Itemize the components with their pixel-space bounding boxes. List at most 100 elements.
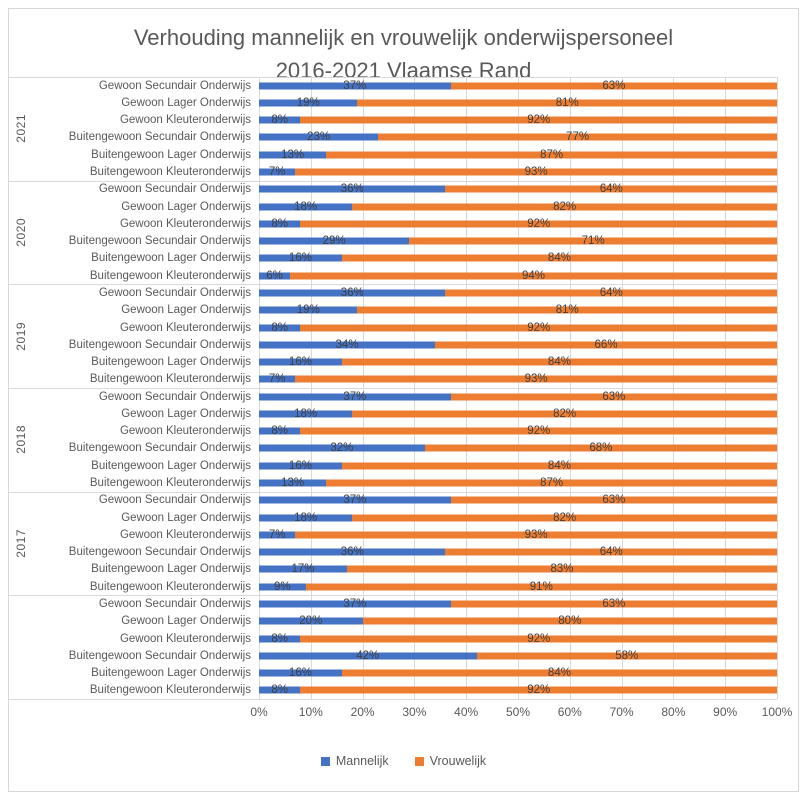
- mannelijk-bar-segment: [259, 617, 363, 625]
- data-label-mannelijk: 36%: [340, 286, 364, 299]
- bar-row: Buitengewoon Lager Onderwijs 16% 84%: [9, 457, 777, 474]
- category-label: Gewoon Secundair Onderwijs: [98, 494, 251, 507]
- row-plot: 36% 64%: [259, 544, 777, 561]
- row-plot: 16% 84%: [259, 457, 777, 474]
- category-label: Buitengewoon Lager Onderwijs: [91, 667, 251, 680]
- bar-row: Buitengewoon Kleuteronderwijs 7% 93%: [9, 163, 777, 180]
- vrouwelijk-bar-segment: [347, 565, 777, 573]
- axis-tick-label: 100%: [761, 705, 793, 719]
- data-label-mannelijk: 8%: [271, 425, 289, 438]
- data-label-vrouwelijk: 92%: [527, 114, 551, 127]
- bar-row: Gewoon Secundair Onderwijs 37% 63%: [9, 388, 777, 405]
- data-label-mannelijk: 18%: [294, 511, 318, 524]
- row-plot: 8% 92%: [259, 682, 777, 699]
- vrouwelijk-bar-segment: [300, 324, 777, 332]
- vrouwelijk-bar-segment: [341, 254, 777, 262]
- vrouwelijk-bar-segment: [300, 686, 777, 694]
- bar-row: Gewoon Lager Onderwijs 19% 81%: [9, 302, 777, 319]
- mannelijk-bar-segment: [259, 514, 353, 522]
- bar-row: Gewoon Lager Onderwijs 18% 82%: [9, 405, 777, 422]
- data-label-mannelijk: 16%: [288, 459, 312, 472]
- mannelijk-bar-segment: [259, 289, 446, 297]
- x-axis: 0% 10% 20% 30% 40% 50% 60% 70% 80% 90% 100%: [9, 705, 792, 721]
- category-label: Gewoon Lager Onderwijs: [121, 96, 251, 109]
- year-label-text: 2020: [14, 218, 28, 247]
- data-label-vrouwelijk: 83%: [550, 563, 574, 576]
- year-group: 2018 Gewoon Secundair Onderwijs 37% 63% Gewo…: [9, 388, 777, 492]
- data-label-mannelijk: 7%: [268, 528, 286, 541]
- vrouwelijk-bar-segment: [341, 462, 777, 470]
- row-plot: 13% 87%: [259, 146, 777, 163]
- data-label-vrouwelijk: 63%: [602, 494, 626, 507]
- row-plot: 13% 87%: [259, 474, 777, 491]
- vrouwelijk-bar-segment: [326, 479, 777, 487]
- data-label-mannelijk: 36%: [340, 183, 364, 196]
- category-label: Buitengewoon Secundair Onderwijs: [68, 649, 251, 662]
- chart-title-line2: 2016-2021 Vlaamse Rand: [275, 58, 532, 83]
- data-label-vrouwelijk: 87%: [540, 477, 564, 490]
- row-plot: 8% 92%: [259, 630, 777, 647]
- bar-row: Buitengewoon Lager Onderwijs 13% 87%: [9, 146, 777, 163]
- data-label-vrouwelijk: 81%: [555, 304, 579, 317]
- data-label-vrouwelijk: 92%: [527, 217, 551, 230]
- category-label: Gewoon Secundair Onderwijs: [98, 597, 251, 610]
- data-label-vrouwelijk: 84%: [547, 252, 571, 265]
- row-plot: 16% 84%: [259, 353, 777, 370]
- row-plot: 36% 64%: [259, 181, 777, 198]
- mannelijk-bar-segment: [259, 220, 301, 228]
- data-label-vrouwelijk: 92%: [527, 632, 551, 645]
- category-label: Buitengewoon Secundair Onderwijs: [68, 338, 251, 351]
- data-label-vrouwelijk: 64%: [599, 286, 623, 299]
- axis-tick-label: 80%: [661, 705, 686, 719]
- legend-label-vrouwelijk: Vrouwelijk: [429, 754, 487, 768]
- year-label-text: 2019: [14, 321, 28, 351]
- bar-row: Gewoon Kleuteronderwijs 7% 93%: [9, 526, 777, 543]
- data-label-vrouwelijk: 93%: [524, 528, 548, 541]
- mannelijk-bar-segment: [259, 565, 348, 573]
- data-label-vrouwelijk: 92%: [527, 684, 551, 697]
- chart-title: Verhouding mannelijk en vrouwelijk onder…: [9, 21, 798, 87]
- vrouwelijk-swatch-icon: [414, 756, 424, 766]
- category-label: Gewoon Lager Onderwijs: [121, 615, 251, 628]
- data-label-vrouwelijk: 84%: [547, 667, 571, 680]
- row-plot: 20% 80%: [259, 613, 777, 630]
- data-label-mannelijk: 34%: [335, 338, 359, 351]
- data-label-vrouwelijk: 82%: [553, 200, 577, 213]
- category-label: Gewoon Kleuteronderwijs: [119, 321, 251, 334]
- row-plot: 8% 92%: [259, 112, 777, 129]
- category-label: Gewoon Kleuteronderwijs: [119, 632, 251, 645]
- data-label-vrouwelijk: 92%: [527, 425, 551, 438]
- row-plot: 34% 66%: [259, 336, 777, 353]
- chart: Verhouding mannelijk en vrouwelijk onder…: [8, 8, 799, 792]
- row-plot: 7% 93%: [259, 526, 777, 543]
- data-label-mannelijk: 13%: [281, 477, 305, 490]
- year-group: 2020 Gewoon Secundair Onderwijs 36% 64% Gewo…: [9, 181, 777, 285]
- axis-tick-label: 70%: [609, 705, 634, 719]
- row-plot: 37% 63%: [259, 388, 777, 405]
- category-label: Gewoon Secundair Onderwijs: [98, 79, 251, 92]
- bar-row: Gewoon Kleuteronderwijs 8% 92%: [9, 423, 777, 440]
- bar-row: Buitengewoon Kleuteronderwijs 8% 92%: [9, 682, 777, 699]
- bar-row: Buitengewoon Secundair Onderwijs 34% 66%: [9, 336, 777, 353]
- row-plot: 16% 84%: [259, 664, 777, 681]
- data-label-mannelijk: 17%: [291, 563, 315, 576]
- category-label: Buitengewoon Secundair Onderwijs: [68, 442, 251, 455]
- axis-tick-label: 20%: [350, 705, 375, 719]
- category-label: Buitengewoon Kleuteronderwijs: [89, 269, 251, 282]
- mannelijk-bar-segment: [259, 82, 451, 90]
- bar-row: Gewoon Kleuteronderwijs 8% 92%: [9, 215, 777, 232]
- mannelijk-bar-segment: [259, 496, 451, 504]
- category-label: Gewoon Kleuteronderwijs: [119, 114, 251, 127]
- data-label-mannelijk: 16%: [288, 667, 312, 680]
- year-group: Gewoon Secundair Onderwijs 37% 63% Gewoon L…: [9, 595, 777, 699]
- data-label-mannelijk: 8%: [271, 684, 289, 697]
- year-label: 2018: [12, 388, 30, 492]
- category-label: Gewoon Lager Onderwijs: [121, 200, 251, 213]
- row-plot: 8% 92%: [259, 215, 777, 232]
- data-label-vrouwelijk: 92%: [527, 321, 551, 334]
- vrouwelijk-bar-segment: [300, 635, 777, 643]
- data-label-mannelijk: 37%: [343, 390, 367, 403]
- vrouwelijk-bar-segment: [305, 583, 777, 591]
- vrouwelijk-bar-segment: [352, 410, 777, 418]
- vrouwelijk-bar-segment: [445, 548, 777, 556]
